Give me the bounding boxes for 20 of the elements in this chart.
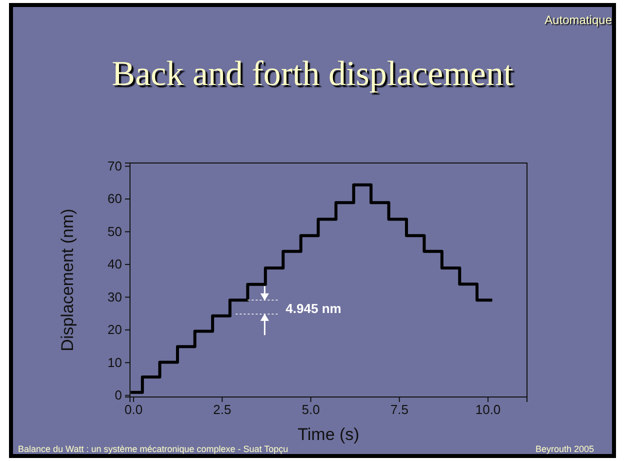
y-tick-label: 30 <box>108 289 122 304</box>
text: Beyrouth 2005 <box>535 444 594 454</box>
y-tick-label: 0 <box>114 388 122 403</box>
x-tick-label: 2.5 <box>213 402 232 418</box>
y-tick-label: 20 <box>108 322 122 338</box>
x-tick-label: 10.0 <box>475 402 501 418</box>
x-tick-label: 0.0 <box>124 402 143 418</box>
y-tick-label: 40 <box>108 256 122 272</box>
y-tick-label: 50 <box>108 224 122 239</box>
y-axis-title: Displacement (nm) <box>58 208 77 352</box>
text: Automatique <box>544 13 612 27</box>
y-tick-label: 60 <box>108 191 122 206</box>
x-tick-label: 5.0 <box>302 402 320 418</box>
text: Balance du Watt : un système mécatronique complexe - Suat Topçu <box>18 444 288 454</box>
y-tick-label: 70 <box>108 158 122 174</box>
x-axis-title: Time (s) <box>298 425 360 444</box>
annotation: 4.945 nm <box>286 301 342 316</box>
x-tick-label: 7.5 <box>390 402 408 418</box>
chart-title: Back and forth displacement <box>112 54 514 93</box>
y-tick-label: 10 <box>108 354 122 370</box>
